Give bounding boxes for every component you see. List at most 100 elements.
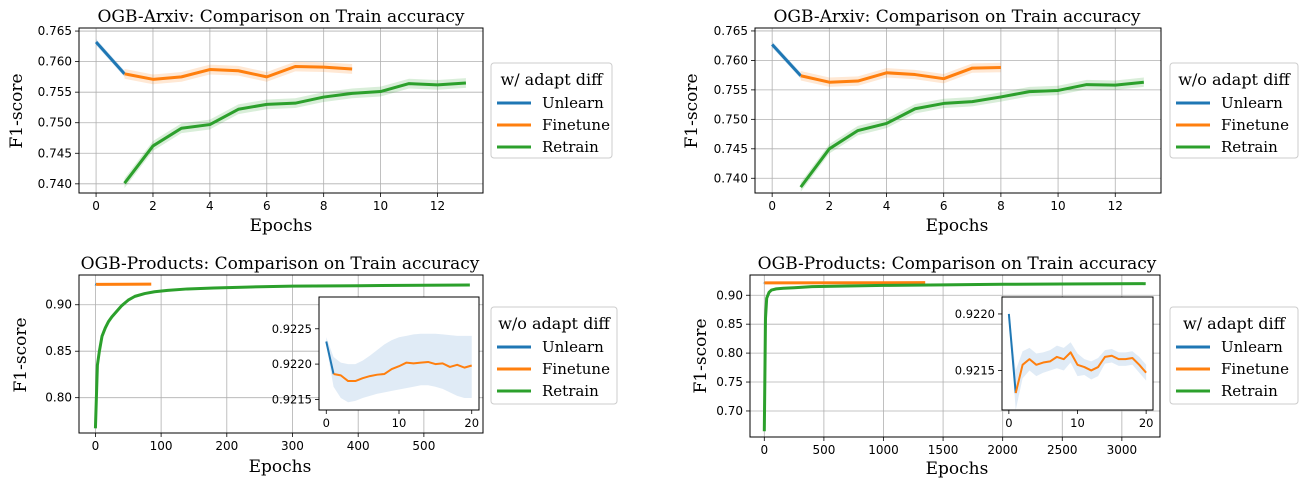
x-tick-label: 2 [826,199,834,213]
x-tick-label: 1000 [868,443,899,457]
chart-panel-1: 0 2 4 6 8 10 12 0.740 0.745 0.750 0.755 0.760 0.765 O… [682,7,1299,236]
legend: w/ adapt diff Unlearn Finetune Retrain [1169,306,1299,405]
legend-box [490,306,618,405]
x-tick-label: 0 [768,199,776,213]
y-tick-label: 0.85 [716,317,743,331]
inset-y-tick-label: 0.9215 [955,363,995,377]
confidence-band-retrain [124,78,466,189]
x-tick-label: 8 [997,199,1005,213]
y-tick-label: 0.755 [38,85,72,99]
x-tick-label: 4 [206,199,214,213]
x-tick-label: 1500 [928,443,959,457]
plot-frame [749,274,1161,438]
legend-label-unlearn: Unlearn [542,94,604,112]
inset-series-line-finetune [1014,351,1147,394]
legend-label-finetune: Finetune [1221,360,1289,378]
inset-series-line-finetune [333,360,473,383]
y-tick-label: 0.745 [38,146,72,160]
series-line-retrain [93,283,470,429]
y-tick-label: 0.80 [716,346,743,360]
series-line-retrain [799,80,1144,189]
x-tick-label: 6 [263,199,271,213]
legend: w/o adapt diff Unlearn Finetune Retrain [490,306,618,405]
legend-label-retrain: Retrain [542,138,599,156]
legend: w/ adapt diff Unlearn Finetune Retrain [490,62,613,159]
legend-label-unlearn: Unlearn [1221,338,1283,356]
legend: w/o adapt diff Unlearn Finetune Retrain [1169,62,1299,159]
y-tick-label: 0.80 [45,391,72,405]
x-tick-label: 2000 [987,443,1018,457]
x-tick-label: 12 [430,199,445,213]
y-axis-label: F1-score [11,317,31,392]
y-tick-label: 0.740 [714,171,748,185]
x-tick-label: 3000 [1107,443,1138,457]
y-tick-label: 0.750 [38,116,72,130]
confidence-band-finetune [124,61,353,85]
x-axis-label: Epochs [926,459,989,479]
legend-title: w/ adapt diff [1183,314,1287,333]
chart-panel-2: 0 100 200 300 400 5000.800.850.90OGB-Products… [11,254,618,477]
x-tick-label: 300 [281,439,304,453]
y-tick-label: 0.755 [714,83,748,97]
inset-confidence-band [1008,308,1147,410]
y-tick-label: 0.90 [45,298,72,312]
legend-label-retrain: Retrain [1221,382,1278,400]
x-tick-label: 500 [812,443,835,457]
inset-x-tick-label: 20 [1139,416,1154,430]
y-tick-label: 0.765 [38,24,72,38]
inset-y-tick-label: 0.9220 [272,357,312,371]
inset-series-line-unlearn [325,341,335,375]
legend-label-finetune: Finetune [542,116,610,134]
legend-title: w/ adapt diff [501,70,605,89]
y-tick-label: 0.740 [38,177,72,191]
legend-label-retrain: Retrain [542,382,599,400]
y-tick-label: 0.75 [716,375,743,389]
x-tick-label: 2 [149,199,157,213]
inset-x-tick-label: 0 [1005,416,1012,430]
y-tick-label: 0.765 [714,24,748,38]
legend-label-unlearn: Unlearn [1221,94,1283,112]
legend-box [1169,62,1299,159]
x-axis-label: Epochs [249,457,312,477]
inset-plot: 0 10 20 0.9215 0.9220 [955,296,1154,430]
x-tick-label: 400 [347,439,370,453]
x-tick-label: 0 [92,439,100,453]
x-tick-label: 4 [883,199,891,213]
x-tick-label: 0 [760,443,768,457]
y-axis-label: F1-score [682,73,702,148]
chart-panel-3: 0 500 1000 1500 2000 2500 3000 0.70 0.75 0.80 0.85… [691,254,1299,479]
y-tick-label: 0.90 [716,288,743,302]
chart-panel-0: 0 2 4 6 8 10 12 0.740 0.745 0.750 0.755 0.760 0.765 O… [7,7,613,236]
plot-frame [754,27,1162,194]
x-tick-label: 8 [320,199,328,213]
y-tick-label: 0.750 [714,112,748,126]
y-axis-label: F1-score [691,318,711,393]
series-line-unlearn [771,43,802,77]
x-tick-label: 12 [1108,199,1123,213]
x-axis-label: Epochs [926,216,989,236]
inset-confidence-band [326,333,472,403]
inset-y-tick-label: 0.9220 [955,307,995,321]
legend-box [1169,306,1299,405]
series-line-retrain [123,81,467,185]
inset-x-tick-label: 10 [1070,416,1085,430]
inset-x-tick-label: 10 [392,416,407,430]
inset-series-line-unlearn [1007,313,1017,394]
legend-label-retrain: Retrain [1221,138,1278,156]
y-axis-label: F1-score [7,73,27,148]
x-tick-label: 2500 [1047,443,1078,457]
series-line-finetune [124,65,353,81]
x-tick-label: 500 [412,439,435,453]
legend-box [490,62,613,159]
inset-y-tick-label: 0.9215 [272,392,312,406]
series-line-retrain [762,282,1146,432]
inset-y-tick-label: 0.9225 [272,322,312,336]
chart-title: OGB-Products: Comparison on Train accura… [81,254,480,274]
plot-frame [78,274,484,434]
inset-plot: 0 10 20 0.9215 0.9220 0.9225 [272,296,480,430]
legend-label-finetune: Finetune [542,360,610,378]
x-tick-label: 200 [215,439,238,453]
legend-title: w/o adapt diff [1178,70,1291,89]
y-tick-label: 0.85 [45,344,72,358]
